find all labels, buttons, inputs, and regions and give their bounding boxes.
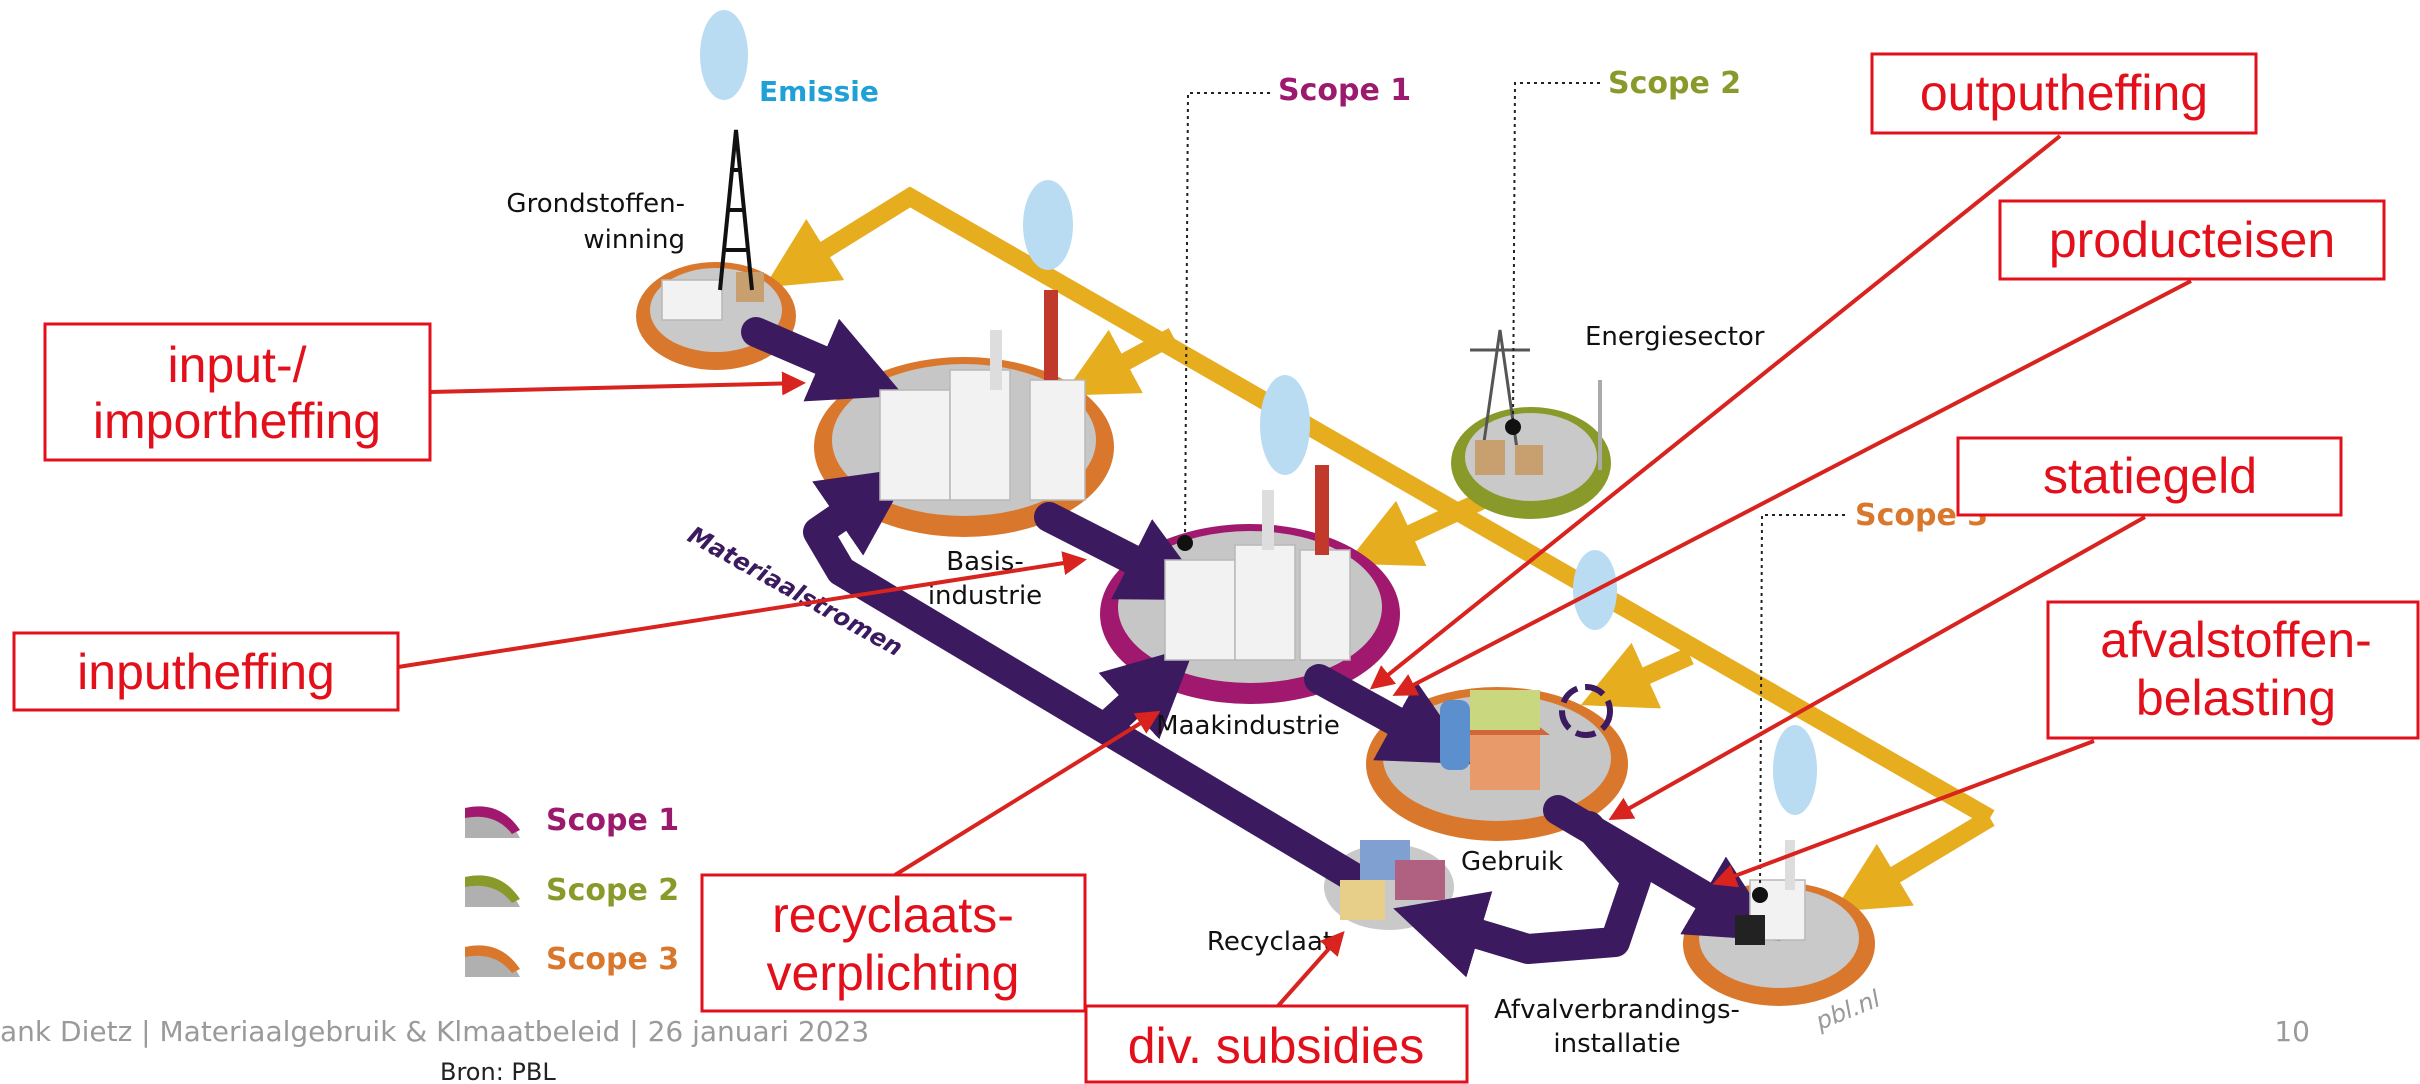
legend-label: Scope 3 xyxy=(546,942,679,977)
policy-label: statiegeld xyxy=(2043,448,2257,504)
emission-label: Emissie xyxy=(759,75,879,108)
shape xyxy=(1735,915,1765,945)
page-number: 10 xyxy=(2274,1015,2310,1048)
node-label: Grondstoffen-winning xyxy=(506,189,685,255)
shape xyxy=(1023,180,1073,270)
connector xyxy=(1185,93,1270,540)
node-label: Afvalverbrandings-installatie xyxy=(1494,995,1740,1059)
shape xyxy=(1505,419,1521,435)
legend-label: Scope 1 xyxy=(546,803,679,838)
connector xyxy=(756,332,835,366)
shape xyxy=(700,10,748,100)
shape xyxy=(1515,445,1543,475)
connector xyxy=(1513,83,1600,425)
shape xyxy=(1470,730,1540,790)
node-label: Energiesector xyxy=(1585,322,1765,352)
connector xyxy=(1105,696,1140,728)
shape xyxy=(1773,725,1817,815)
label-line: importheffing xyxy=(93,393,381,449)
scope-callout: Scope 2 xyxy=(1608,66,1741,101)
shape xyxy=(1030,380,1085,500)
shape xyxy=(1260,375,1310,475)
connector xyxy=(1049,517,1145,566)
label-line: verplichting xyxy=(767,945,1020,1001)
shape xyxy=(1475,440,1505,475)
shape xyxy=(1470,690,1540,730)
policy-label: inputheffing xyxy=(77,644,335,700)
shape xyxy=(1262,490,1274,550)
shape xyxy=(1340,880,1385,920)
shape xyxy=(1315,465,1329,555)
shape xyxy=(1044,290,1058,380)
source: Bron: PBL xyxy=(440,1058,556,1084)
shape xyxy=(1300,550,1350,660)
policy-label: producteisen xyxy=(2049,212,2335,268)
shape xyxy=(1235,545,1295,660)
label-line: winning xyxy=(583,225,685,255)
connector xyxy=(430,383,802,392)
label-line: belasting xyxy=(2136,670,2336,726)
shape xyxy=(990,330,1002,390)
shape xyxy=(1395,860,1445,900)
label-line: Grondstoffen- xyxy=(506,189,685,219)
policy-label: div. subsidies xyxy=(1128,1018,1424,1074)
policy-label: outputheffing xyxy=(1920,65,2208,121)
node-label: Basis-industrie xyxy=(928,547,1042,611)
footer-text: ank Dietz | Materiaalgebruik & Klmaatbel… xyxy=(0,1015,869,1048)
shape xyxy=(1752,887,1768,903)
slide: Scope 1 Scope 2 Scope 3 Emissie Grondsto… xyxy=(0,0,2420,1084)
label-line: installatie xyxy=(1553,1029,1680,1059)
label-line: recyclaats- xyxy=(772,887,1014,943)
connector xyxy=(1880,818,1990,884)
shape xyxy=(662,280,722,320)
shape xyxy=(1785,840,1795,890)
shape xyxy=(1440,700,1470,770)
node-label: Gebruik xyxy=(1461,847,1563,877)
shape xyxy=(1177,535,1193,551)
legend-label: Scope 2 xyxy=(546,873,679,908)
label-line: afvalstoffen- xyxy=(2100,612,2371,668)
node-label: Recyclaat xyxy=(1207,927,1333,957)
connector xyxy=(1373,136,2060,687)
shape xyxy=(880,390,950,500)
label-line: Afvalverbrandings- xyxy=(1494,995,1740,1025)
shape xyxy=(1165,560,1235,660)
node-label: Maakindustrie xyxy=(1156,711,1340,741)
connector xyxy=(1465,826,1636,949)
label-line: industrie xyxy=(928,581,1042,611)
connector xyxy=(895,713,1157,875)
legend: Scope 1 Scope 2 Scope 3 xyxy=(465,803,679,977)
scope-callout: Scope 1 xyxy=(1278,73,1411,108)
connector xyxy=(1630,656,1690,683)
label-line: input-/ xyxy=(168,337,307,393)
